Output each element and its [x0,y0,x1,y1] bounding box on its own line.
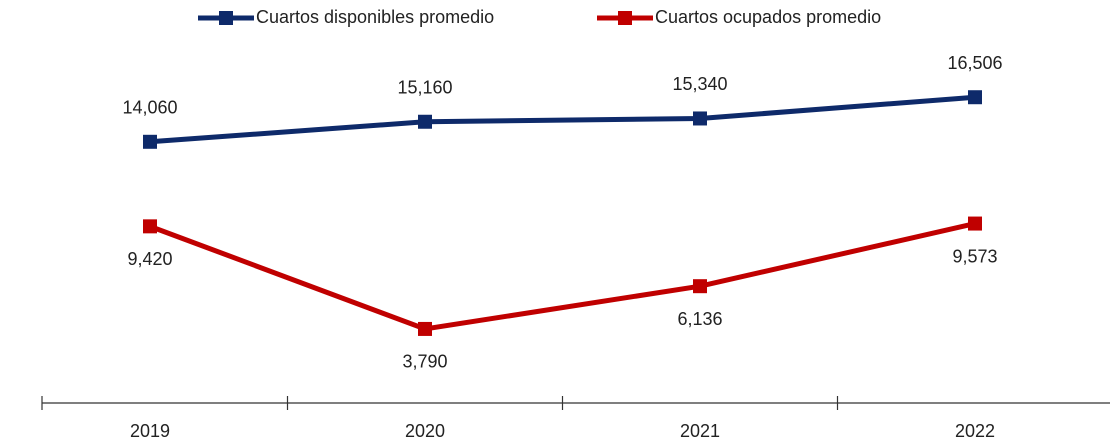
legend-label: Cuartos ocupados promedio [655,7,881,27]
legend-marker [219,11,233,25]
point-marker [143,219,157,234]
data-label: 15,340 [672,74,727,94]
legend-marker [618,11,632,25]
point-marker [968,90,982,105]
series-line [149,221,976,332]
x-tick-label: 2019 [130,421,170,441]
data-label: 9,420 [127,249,172,269]
data-label: 14,060 [122,98,177,118]
x-tick-label: 2020 [405,421,445,441]
series-line [149,94,976,145]
x-tick-label: 2022 [955,421,995,441]
point-marker [418,321,432,336]
point-marker [968,216,982,231]
point-marker [418,114,432,129]
point-marker [143,134,157,149]
data-label: 15,160 [397,78,452,98]
data-label: 3,790 [402,352,447,372]
x-tick-label: 2021 [680,421,720,441]
data-label: 9,573 [952,246,997,266]
legend-label: Cuartos disponibles promedio [256,7,494,27]
point-marker [693,279,707,294]
data-label: 16,506 [947,53,1002,73]
point-marker [693,111,707,126]
data-label: 6,136 [677,309,722,329]
